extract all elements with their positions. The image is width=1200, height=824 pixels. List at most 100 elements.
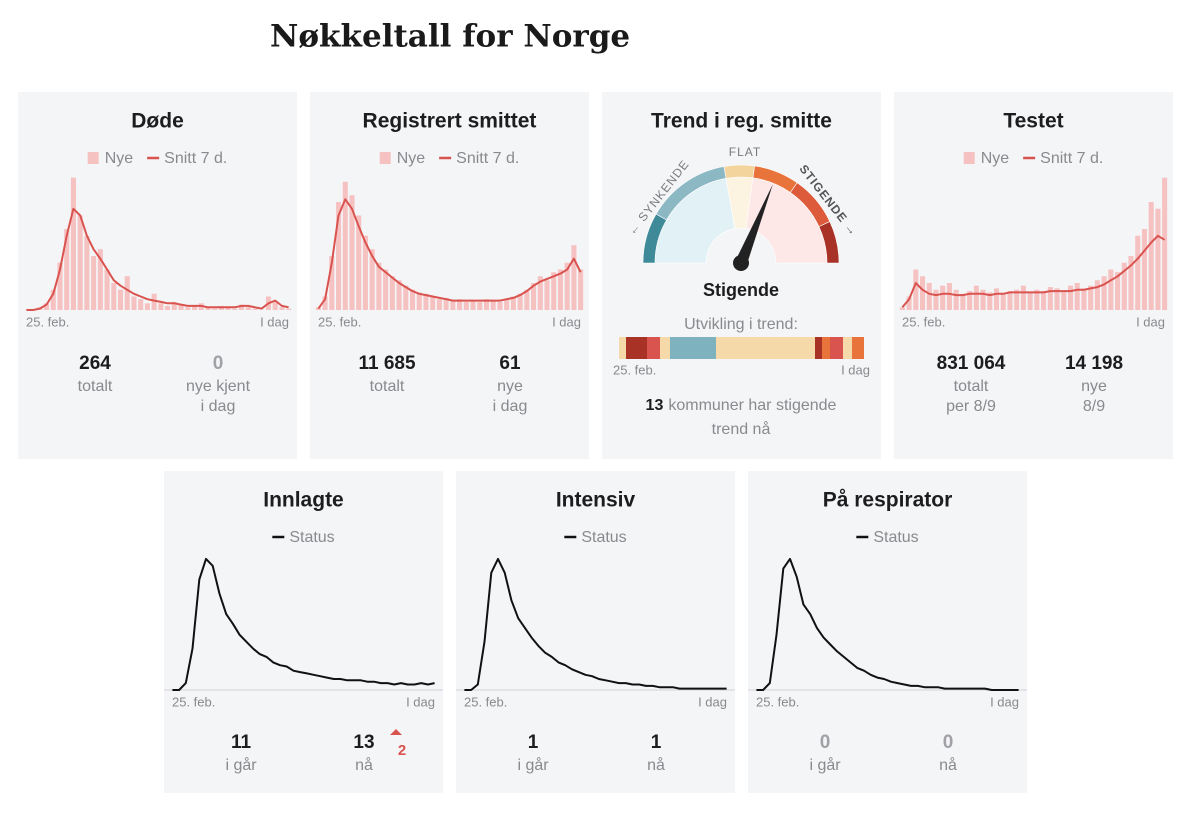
- bar: [131, 296, 137, 310]
- trend-end: I dag: [841, 362, 870, 377]
- trend-segment: [843, 337, 852, 359]
- stat-value: 1: [528, 732, 539, 753]
- legend-swatch: [379, 152, 391, 164]
- bar: [117, 289, 124, 310]
- bar: [430, 296, 436, 310]
- bar: [165, 305, 171, 310]
- bar: [470, 300, 476, 310]
- bar: [91, 256, 97, 310]
- stat-label: totalt: [78, 378, 113, 395]
- bar: [383, 269, 389, 310]
- x-tick-label: I dag: [552, 314, 581, 329]
- legend-label: Snitt 7 d.: [1040, 150, 1103, 167]
- bar: [933, 289, 939, 310]
- legend-item: Status: [564, 529, 627, 546]
- x-tick-label: I dag: [260, 314, 289, 329]
- bar: [178, 304, 184, 310]
- card-background: [456, 471, 735, 793]
- bar: [926, 283, 932, 310]
- bar: [1135, 235, 1141, 310]
- stat-change: 2: [398, 742, 406, 759]
- stat-label: nå: [355, 756, 373, 774]
- bar: [423, 293, 429, 310]
- bar: [1094, 280, 1100, 310]
- gauge-status: Stigende: [703, 280, 779, 300]
- bar: [940, 285, 946, 310]
- bar: [158, 303, 164, 310]
- legend-swatch: [87, 152, 99, 164]
- trend-start: 25. feb.: [613, 362, 656, 377]
- bar: [403, 285, 409, 310]
- bar: [205, 307, 211, 310]
- trend-segment: [822, 337, 830, 359]
- stat-value: 13: [353, 732, 374, 753]
- bar: [1007, 291, 1013, 310]
- legend-item: Status: [272, 529, 335, 546]
- card-background: [602, 92, 881, 459]
- bar: [1054, 288, 1060, 310]
- stat-label: nå: [647, 756, 665, 774]
- stat-label: i går: [517, 756, 549, 774]
- bar: [1162, 177, 1168, 310]
- summary-text: kommuner har stigende: [668, 397, 836, 414]
- bar: [225, 307, 231, 310]
- bar: [967, 291, 973, 310]
- bar: [336, 202, 342, 310]
- card-title: På respirator: [823, 489, 953, 512]
- bar: [980, 289, 986, 310]
- bar: [1081, 288, 1087, 310]
- bar: [97, 249, 103, 310]
- bar: [913, 269, 919, 310]
- bar: [369, 249, 375, 310]
- stat-value: 61: [499, 353, 521, 374]
- line: [901, 234, 1166, 308]
- bar: [510, 296, 516, 310]
- bar: [252, 308, 258, 310]
- bar: [1148, 202, 1154, 310]
- line: [172, 557, 435, 691]
- bar: [497, 301, 503, 310]
- bar: [151, 293, 157, 310]
- stat-label: i dag: [201, 398, 236, 415]
- trend-title: Utvikling i trend:: [684, 316, 798, 333]
- x-tick-label: 25. feb.: [318, 314, 361, 329]
- bar: [1101, 276, 1107, 310]
- stat-label: 8/9: [1083, 398, 1105, 415]
- stat-value: 0: [943, 732, 954, 753]
- bar: [57, 262, 63, 310]
- x-tick-label: 25. feb.: [172, 694, 215, 709]
- bar: [443, 297, 449, 310]
- bar: [571, 245, 577, 310]
- x-tick-label: I dag: [406, 694, 435, 709]
- bar: [973, 285, 979, 310]
- bar: [524, 289, 530, 310]
- card-title: Innlagte: [263, 489, 344, 512]
- legend-label: Status: [289, 529, 334, 546]
- stat-label: i går: [809, 756, 841, 774]
- card-title: Trend i reg. smitte: [651, 110, 832, 133]
- stat-label: nå: [939, 756, 957, 774]
- trend-segment: [716, 337, 815, 359]
- bar: [457, 299, 463, 310]
- summary-line: 13 kommuner har stigende: [646, 397, 837, 414]
- bar: [960, 293, 966, 310]
- card-title: Døde: [131, 110, 184, 133]
- bar: [1128, 256, 1134, 310]
- bar: [1088, 285, 1094, 310]
- trend-segment: [852, 337, 864, 359]
- bar: [396, 280, 402, 310]
- x-tick-label: 25. feb.: [26, 314, 69, 329]
- bar: [557, 269, 563, 310]
- card-background: [164, 471, 443, 793]
- bar: [111, 283, 117, 310]
- line: [464, 557, 727, 691]
- bar: [1041, 291, 1047, 310]
- x-tick-label: 25. feb.: [902, 314, 945, 329]
- bar: [124, 276, 130, 310]
- stat-label: nye kjent: [186, 378, 251, 395]
- bar: [504, 299, 510, 310]
- stat-label: totalt: [954, 378, 989, 395]
- card: Innlagte Status 25. feb. I dag 11 i går 13 nå 2: [164, 471, 443, 793]
- bar: [450, 300, 456, 310]
- gauge-hub: [733, 255, 749, 271]
